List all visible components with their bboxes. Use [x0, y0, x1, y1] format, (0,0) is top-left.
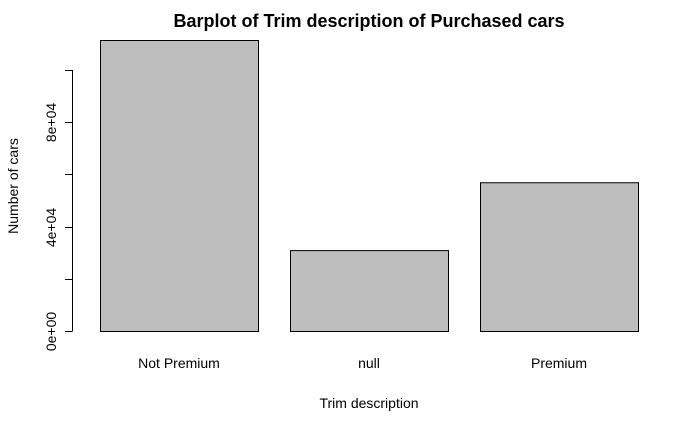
bars-group	[100, 40, 639, 333]
y-axis-label: Number of cars	[5, 138, 21, 234]
x-tick-label: Not Premium	[138, 355, 220, 371]
x-axis-label: Trim description	[319, 395, 418, 411]
bar-null	[290, 250, 449, 333]
x-tick-labels: Not Premium null Premium	[138, 355, 587, 371]
chart-title: Barplot of Trim description of Purchased…	[173, 11, 564, 31]
x-tick-label: null	[358, 355, 380, 371]
y-axis: 0e+00 4e+04 8e+04	[43, 70, 73, 351]
y-tick-label: 8e+04	[43, 103, 59, 143]
y-tick-label: 4e+04	[43, 208, 59, 248]
x-tick-label: Premium	[531, 355, 587, 371]
bar-premium	[480, 182, 639, 332]
y-tick-label: 0e+00	[43, 312, 59, 352]
bar-not-premium	[100, 40, 259, 332]
